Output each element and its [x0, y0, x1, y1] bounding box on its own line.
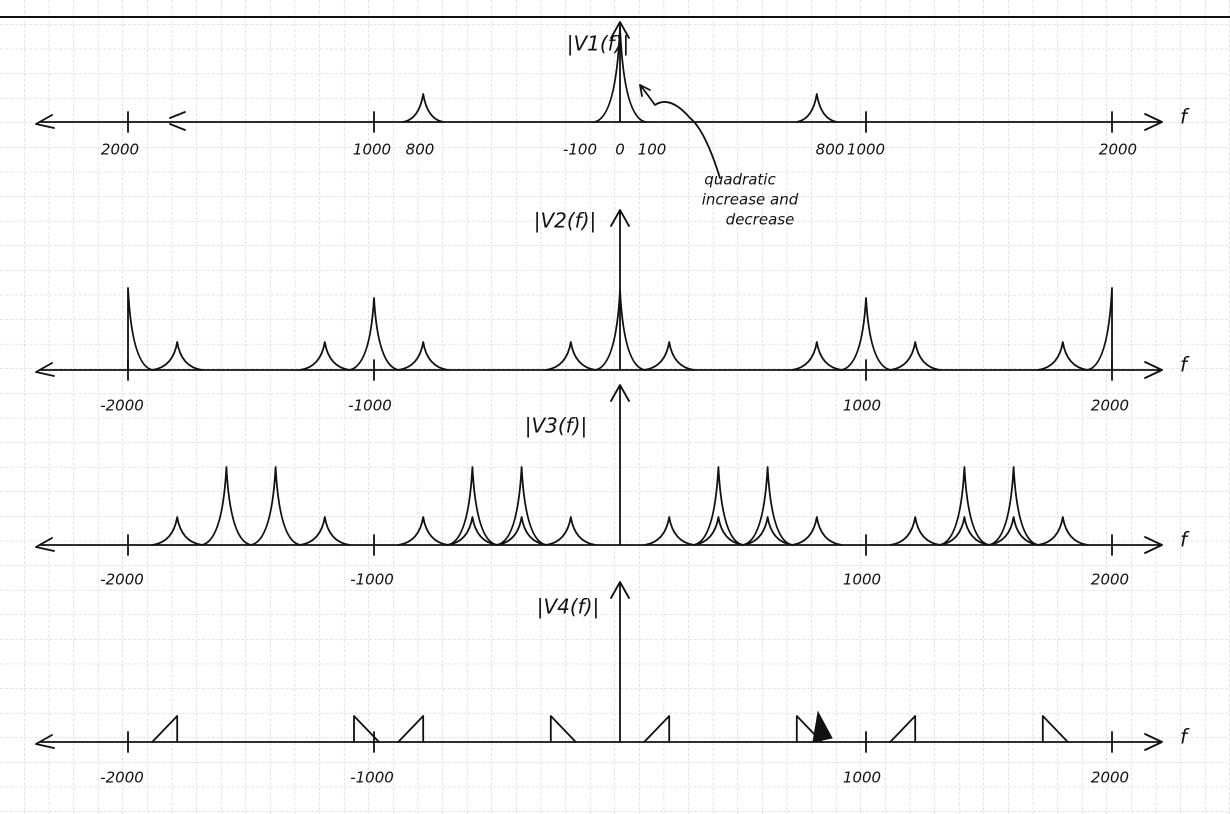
f-axis [35, 361, 1163, 379]
peak [840, 297, 892, 371]
magnitude-label: |V1(f)| [567, 32, 630, 56]
ramp [353, 715, 380, 743]
annotation: increase and [702, 191, 799, 209]
peak [643, 341, 696, 371]
peak [593, 26, 647, 123]
peak [298, 516, 351, 546]
tick-label: 1000 [843, 571, 881, 589]
annotation: quadratic [704, 171, 776, 189]
peak [1036, 341, 1089, 371]
annotation-arrow [639, 84, 721, 179]
magnitude-label: |V2(f)| [534, 209, 597, 233]
axis-label: f [1180, 725, 1190, 749]
peak [249, 466, 302, 546]
ramp [643, 715, 671, 743]
tick-label: -100 [563, 141, 597, 159]
peak [987, 516, 1040, 546]
arrow-mark [169, 111, 186, 131]
peak [446, 516, 499, 546]
tick-label: 1000 [843, 769, 881, 787]
half-peak [127, 287, 154, 371]
tick-label: -1000 [350, 571, 394, 589]
peak [692, 466, 745, 546]
half-peak [1086, 287, 1113, 371]
tick-label: 800 [816, 141, 845, 159]
peak [741, 466, 794, 546]
ramp [1041, 715, 1069, 743]
peak [1036, 516, 1089, 546]
peak [741, 516, 794, 546]
axis-label: f [1180, 105, 1190, 129]
tick-label: -1000 [350, 769, 394, 787]
tick-label: 1000 [353, 141, 391, 159]
magnitude-axis [610, 384, 630, 546]
tick-label: -2000 [100, 769, 144, 787]
magnitude-axis [610, 581, 630, 743]
tick-label: 2000 [1091, 397, 1129, 415]
peak [298, 341, 351, 371]
f-axis [35, 113, 1163, 131]
ramp [151, 715, 179, 743]
peak [446, 466, 499, 546]
peak [151, 341, 204, 371]
tick-label: 800 [406, 141, 435, 159]
peak [348, 297, 400, 371]
ramp [795, 715, 823, 743]
f-axis [35, 733, 1163, 751]
axis-label: f [1180, 528, 1190, 552]
tick-label: 2000 [1091, 769, 1129, 787]
peak [987, 466, 1040, 546]
tick-label: 1000 [847, 141, 885, 159]
magnitude-label: |V4(f)| [537, 595, 600, 619]
ink: |V1(f)|2000 1000 800 -100 0 100 800 1000 2000f|V… [35, 21, 1190, 787]
peak [692, 516, 745, 546]
peak [938, 466, 991, 546]
ramp [549, 715, 577, 743]
tick-label: -2000 [100, 397, 144, 415]
peak [544, 341, 597, 371]
peak [495, 466, 548, 546]
ramp [889, 715, 917, 743]
peak [397, 341, 450, 371]
tick-label: -2000 [100, 571, 144, 589]
tick-label: 2000 [1091, 571, 1129, 589]
magnitude-label: |V3(f)| [525, 414, 588, 438]
peak [790, 341, 843, 371]
peak [643, 516, 696, 546]
peak [889, 341, 942, 371]
peak [200, 466, 253, 546]
tick-label: -1000 [348, 397, 392, 415]
tick-label: 2000 [1099, 141, 1137, 159]
peak [544, 516, 597, 546]
peak [795, 93, 838, 123]
tick-label: 2000 [101, 141, 139, 159]
f-axis [35, 536, 1163, 554]
ramp [397, 715, 425, 743]
peak [397, 516, 450, 546]
tick-label: 0 [615, 141, 625, 159]
peak [495, 516, 548, 546]
annotation: decrease [726, 211, 795, 229]
peak [402, 93, 445, 123]
scribble [812, 710, 833, 743]
peak [151, 516, 204, 546]
tick-label: 1000 [843, 397, 881, 415]
axis-label: f [1180, 353, 1190, 377]
peak [594, 289, 646, 371]
peak [938, 516, 991, 546]
peak [889, 516, 942, 546]
tick-label: 100 [638, 141, 667, 159]
peak [790, 516, 843, 546]
